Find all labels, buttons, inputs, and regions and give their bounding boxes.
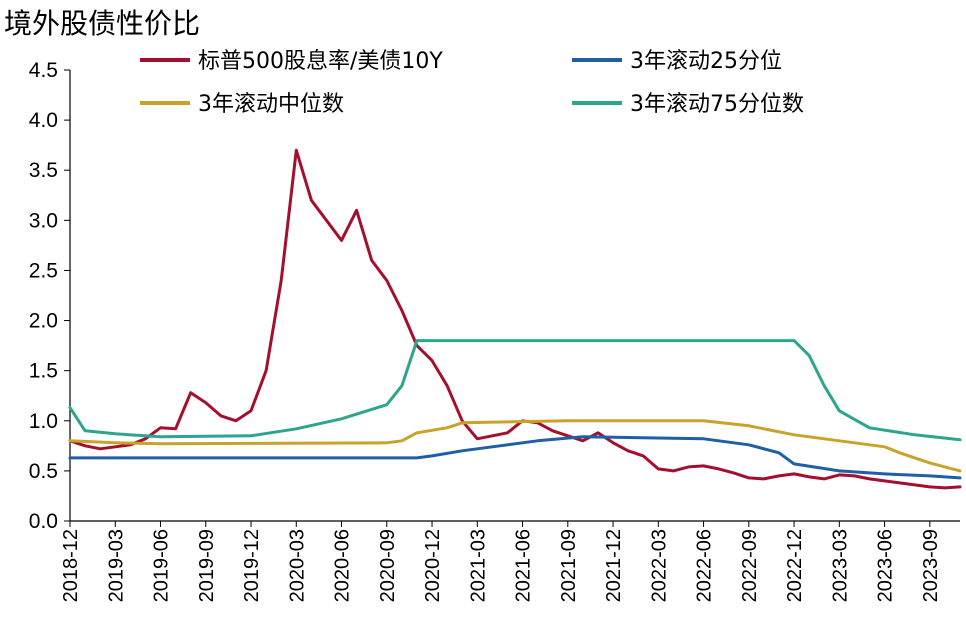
x-tick-label: 2021-03 [467, 529, 489, 602]
x-tick-label: 2019-09 [196, 529, 218, 602]
x-tick-label: 2019-12 [241, 529, 263, 602]
x-tick-label: 2021-06 [513, 529, 535, 602]
x-tick-label: 2022-03 [648, 529, 670, 602]
x-tick-label: 2020-09 [377, 529, 399, 602]
y-tick-label: 1.5 [29, 360, 58, 383]
series-line-1 [68, 148, 962, 490]
x-tick-label: 2020-06 [332, 529, 354, 602]
y-tick-label: 0.0 [29, 510, 58, 533]
x-tick-label: 2020-03 [286, 529, 308, 602]
y-tick-label: 4.0 [29, 109, 58, 132]
y-tick-label: 3.0 [29, 209, 58, 232]
legend: 标普500股息率/美债10Y 3年滚动25分位 3年滚动中位数 3年滚动75分位数 [140, 49, 804, 117]
y-tick-label: 1.0 [29, 410, 58, 433]
x-tick-label: 2019-06 [151, 529, 173, 602]
y-tick-label: 2.0 [29, 310, 58, 333]
series-line-2 [68, 435, 962, 480]
legend-label-3: 3年滚动中位数 [198, 92, 344, 117]
chart-title: 境外股债性价比 [4, 7, 201, 40]
series-layer [68, 148, 962, 490]
x-tick-label: 2020-12 [422, 529, 444, 602]
x-tick-label: 2019-03 [105, 529, 127, 602]
x-tick-label: 2021-09 [558, 529, 580, 602]
x-tick-label: 2021-12 [603, 529, 625, 602]
series-line-4 [68, 339, 962, 442]
x-tick-label: 2023-03 [829, 529, 851, 602]
x-tick-label: 2022-12 [784, 529, 806, 602]
legend-label-2: 3年滚动25分位 [630, 49, 782, 74]
x-tick-label: 2023-09 [920, 529, 942, 602]
y-tick-label: 2.5 [29, 259, 58, 282]
x-tick-label: 2023-06 [875, 529, 897, 602]
y-tick-label: 3.5 [29, 159, 58, 182]
legend-label-4: 3年滚动75分位数 [630, 92, 804, 117]
y-tick-label: 4.5 [29, 59, 58, 82]
x-tick-label: 2022-06 [694, 529, 716, 602]
x-tick-label: 2018-12 [60, 529, 82, 602]
x-tick-label: 2022-09 [739, 529, 761, 602]
legend-label-1: 标普500股息率/美债10Y [198, 49, 443, 74]
series-line-3 [68, 419, 962, 473]
y-tick-label: 0.5 [29, 460, 58, 483]
